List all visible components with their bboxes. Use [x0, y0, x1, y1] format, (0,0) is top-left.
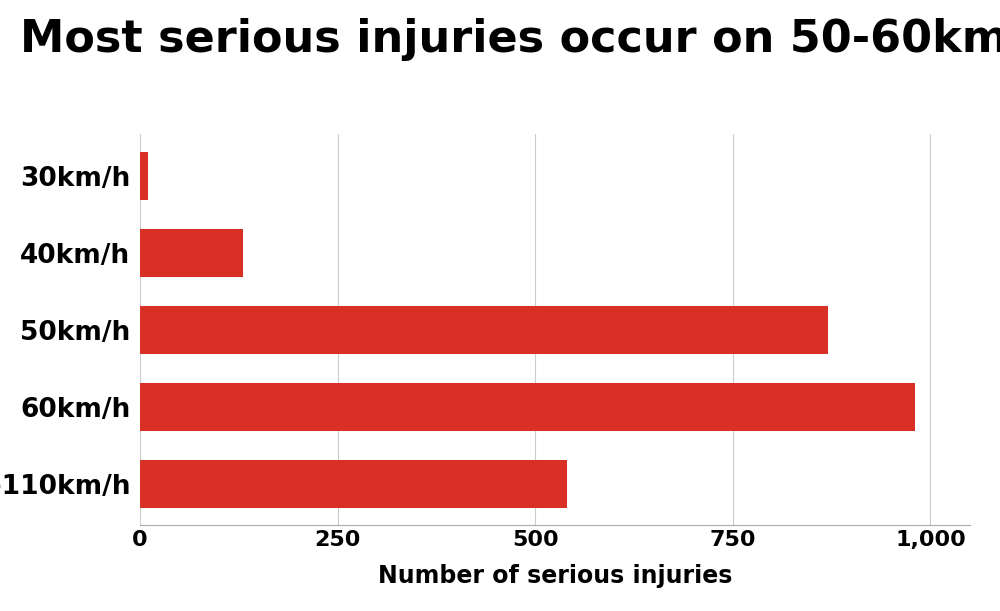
Bar — [140, 383, 915, 431]
Bar — [140, 229, 243, 277]
Bar — [140, 306, 828, 354]
Bar — [140, 152, 148, 200]
Text: Most serious injuries occur on 50-60km/h roads*: Most serious injuries occur on 50-60km/h… — [20, 18, 1000, 61]
X-axis label: Number of serious injuries: Number of serious injuries — [378, 564, 732, 588]
Bar — [140, 460, 567, 508]
